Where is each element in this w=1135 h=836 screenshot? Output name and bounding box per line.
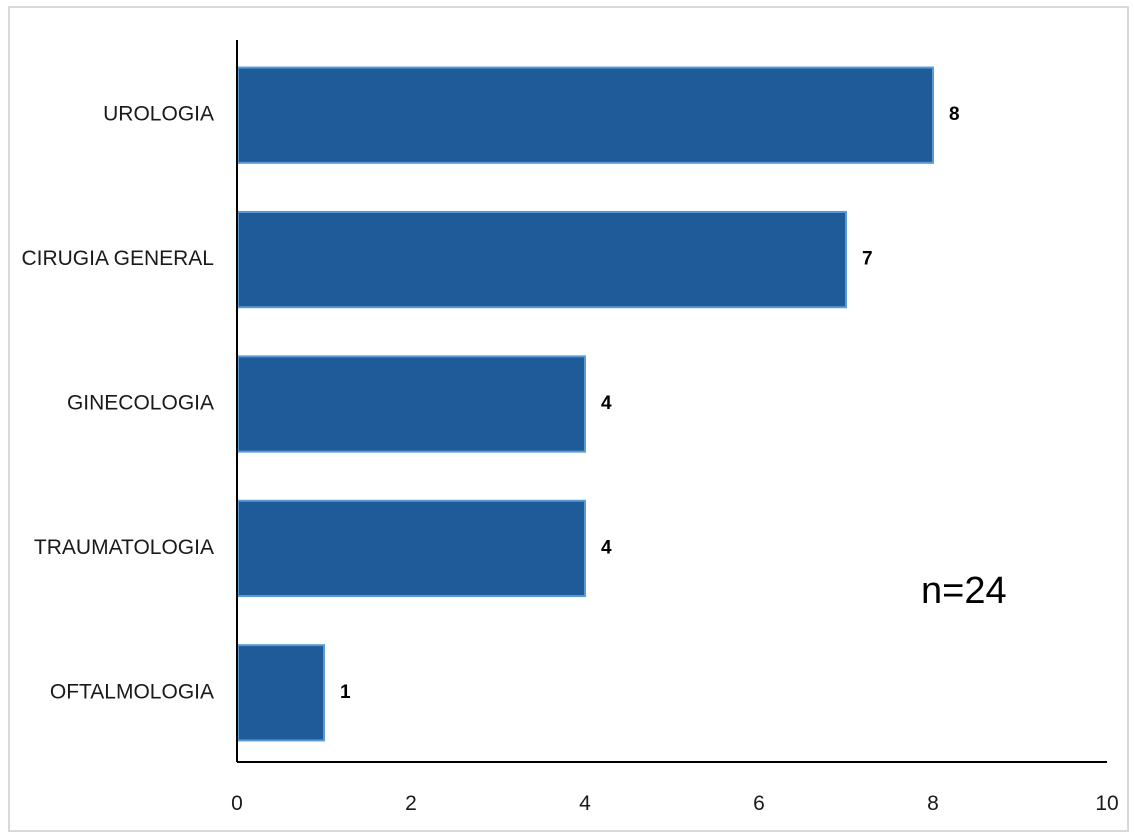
bar-oftalmologia bbox=[237, 644, 325, 742]
x-tick-label: 8 bbox=[927, 792, 939, 815]
data-label: 7 bbox=[862, 249, 873, 270]
category-label: GINECOLOGIA bbox=[67, 392, 214, 415]
x-tick-label: 0 bbox=[231, 792, 243, 815]
data-label: 4 bbox=[601, 393, 612, 414]
category-label: TRAUMATOLOGIA bbox=[34, 536, 214, 559]
x-tick-label: 2 bbox=[405, 792, 417, 815]
category-label: UROLOGIA bbox=[103, 103, 214, 126]
data-label: 1 bbox=[340, 682, 351, 703]
category-labels-group: UROLOGIA CIRUGIA GENERAL GINECOLOGIA TRAUMA… bbox=[21, 103, 214, 704]
sample-size-annotation: n=24 bbox=[921, 570, 1007, 612]
bar-urologia bbox=[237, 66, 934, 164]
category-label: OFTALMOLOGIA bbox=[50, 680, 214, 703]
bars-group bbox=[237, 66, 934, 742]
data-labels-group: 8 7 4 4 1 bbox=[340, 104, 960, 703]
x-tick-label: 6 bbox=[753, 792, 765, 815]
category-label: CIRUGIA GENERAL bbox=[21, 247, 214, 270]
bar-cirugia-general bbox=[237, 210, 847, 309]
x-tick-label: 10 bbox=[1095, 792, 1118, 815]
data-label: 4 bbox=[601, 537, 612, 558]
bar-ginecologia bbox=[237, 355, 586, 453]
x-tick-label: 4 bbox=[579, 792, 591, 815]
x-tick-labels-group: 0 2 4 6 8 10 bbox=[231, 792, 1119, 815]
bar-traumatologia bbox=[237, 499, 586, 598]
data-label: 8 bbox=[949, 104, 960, 125]
